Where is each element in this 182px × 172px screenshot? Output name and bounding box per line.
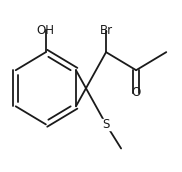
Text: Br: Br <box>100 24 113 36</box>
Text: OH: OH <box>37 24 55 36</box>
Bar <box>99 119 113 130</box>
Text: O: O <box>132 86 141 99</box>
Text: S: S <box>102 118 110 131</box>
Bar <box>37 19 55 28</box>
Bar <box>130 94 142 104</box>
Bar <box>98 18 114 29</box>
